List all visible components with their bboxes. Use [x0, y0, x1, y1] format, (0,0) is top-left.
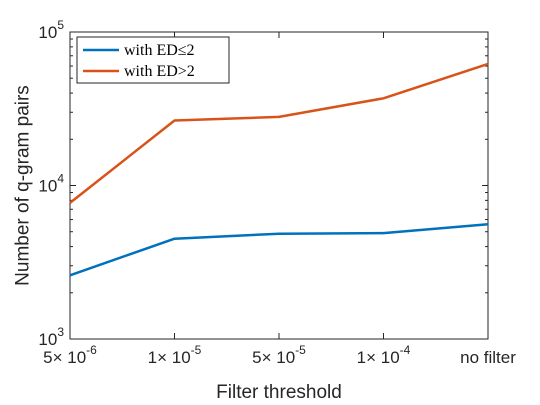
legend-box: [76, 36, 230, 84]
x-tick-label: 1× 10-5: [148, 343, 202, 367]
x-tick-label: 5× 10-6: [43, 343, 97, 367]
legend-label-series-2: with ED>2: [124, 63, 195, 80]
legend: with ED≤2 with ED>2: [76, 36, 230, 84]
series-layer: [69, 62, 489, 277]
x-axis-ticks: 5× 10-6 1× 10-5 5× 10-5 1× 10-4 no filter: [43, 32, 516, 367]
y-tick-label: 105: [38, 18, 64, 42]
x-tick-label: 5× 10-5: [252, 343, 306, 367]
y-axis-label: Number of q-gram pairs: [13, 85, 34, 286]
x-axis-label: Filter threshold: [216, 382, 342, 403]
y-tick-label: 104: [38, 172, 64, 196]
y-tick-label: 103: [38, 325, 64, 349]
y-axis-ticks: 103 104 105: [38, 18, 488, 349]
x-tick-label: no filter: [460, 348, 516, 367]
legend-label-series-1: with ED≤2: [124, 42, 195, 59]
series-line-2: [69, 62, 489, 204]
x-tick-label: 1× 10-4: [357, 343, 411, 367]
series-line-1: [69, 222, 489, 277]
